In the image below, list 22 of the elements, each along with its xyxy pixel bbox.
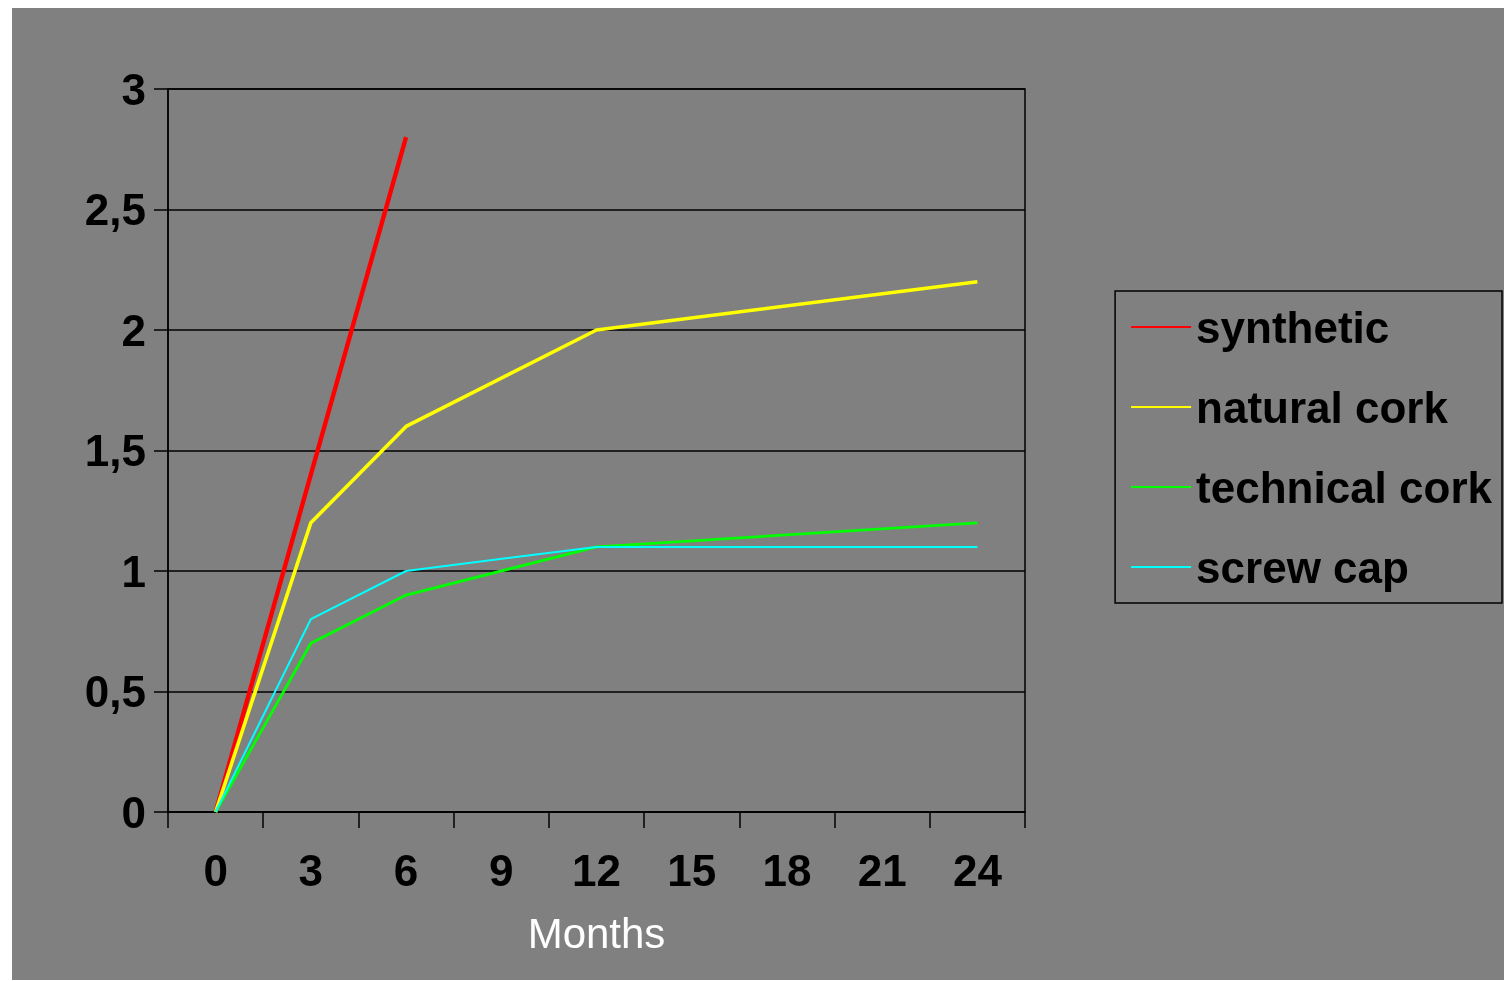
line-series: [213, 280, 980, 814]
legend-label: natural cork: [1196, 382, 1449, 432]
legend-label: technical cork: [1196, 462, 1493, 512]
x-tick-label: 12: [572, 845, 621, 895]
y-tick-label: 2,5: [84, 185, 146, 234]
y-tick-label: 2: [121, 305, 146, 355]
y-tick-label: 1,5: [84, 426, 146, 475]
x-axis-title: Months: [527, 909, 666, 957]
x-tick-label: 15: [667, 845, 717, 895]
y-tick-label: 0,5: [84, 667, 146, 716]
x-tick-label: 9: [489, 845, 514, 895]
x-tick-label: 24: [952, 845, 1003, 895]
legend-label: screw cap: [1196, 542, 1409, 592]
legend-label: synthetic: [1196, 302, 1390, 352]
x-tick-label: 3: [298, 845, 324, 895]
x-tick-label: 0: [203, 845, 228, 895]
y-tick-label: 3: [121, 64, 146, 114]
x-tick-label: 21: [857, 845, 907, 895]
x-tick-label: 18: [762, 845, 812, 895]
x-tick-label: 6: [393, 845, 419, 895]
y-tick-label: 0: [121, 787, 146, 837]
y-tick-label: 1: [121, 546, 146, 596]
